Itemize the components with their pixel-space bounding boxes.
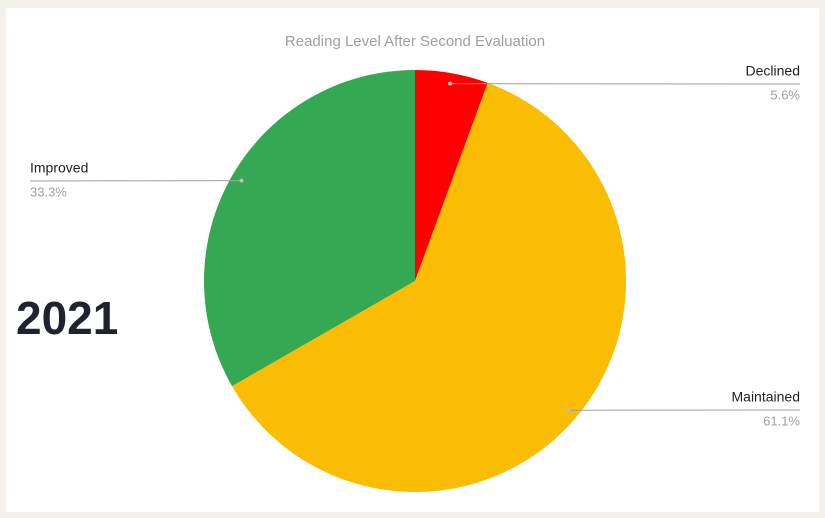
pie-slice [415, 70, 488, 281]
pie-slice [232, 82, 626, 492]
pie-slice [203, 70, 415, 387]
chart-title: Reading Level After Second Evaluation [285, 33, 545, 50]
slice-label: Improved [30, 160, 88, 176]
year-annotation: 2021 [16, 292, 118, 344]
slice-value-label: 61.1% [763, 413, 800, 428]
leader-dot [448, 81, 453, 86]
slice-value-label: 5.6% [770, 87, 800, 102]
slice-value-label: 33.3% [30, 184, 67, 199]
leader-dot [566, 408, 571, 413]
leader-dot [239, 178, 244, 183]
slice-label: Declined [746, 63, 800, 79]
slice-label: Maintained [732, 389, 801, 405]
